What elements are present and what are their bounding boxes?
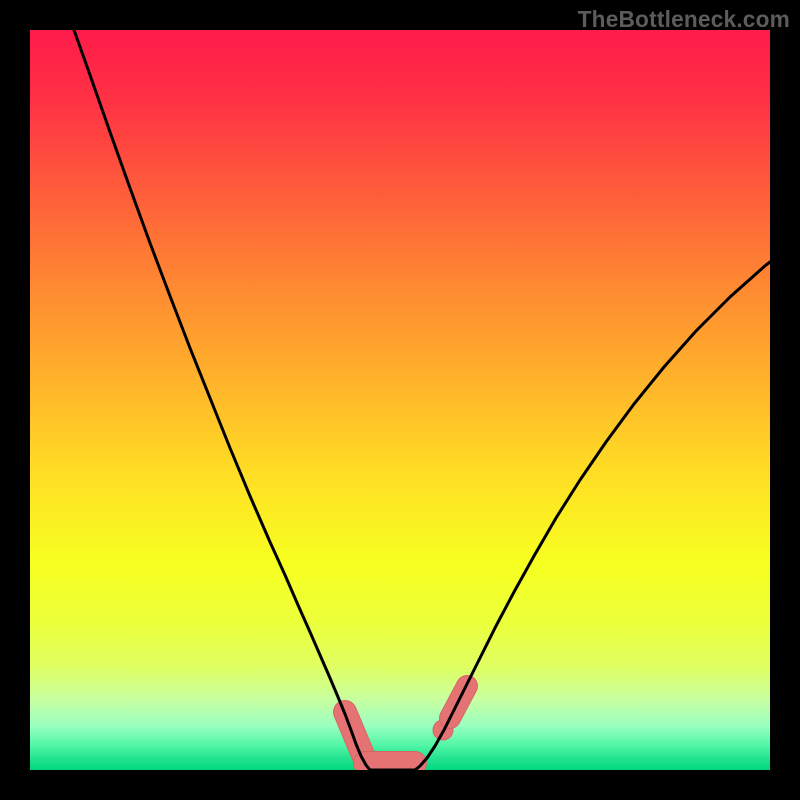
- plot-area: [30, 30, 770, 770]
- watermark-text: TheBottleneck.com: [578, 6, 790, 33]
- markers: [345, 686, 467, 763]
- bottleneck-curve: [74, 30, 770, 770]
- curve-layer: [30, 30, 770, 770]
- chart-frame: TheBottleneck.com: [0, 0, 800, 800]
